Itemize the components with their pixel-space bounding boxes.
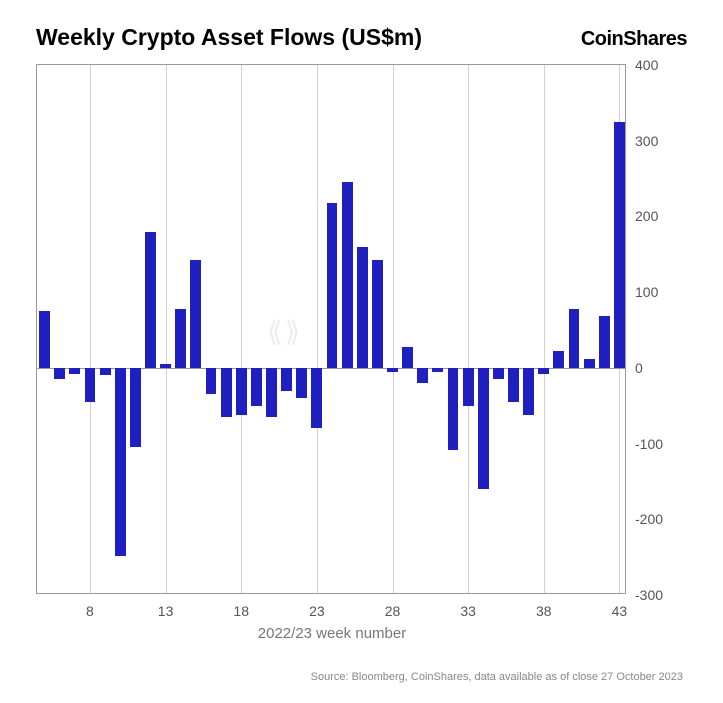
bar <box>311 368 322 429</box>
bar <box>357 247 368 368</box>
bar <box>115 368 126 556</box>
x-tick-label: 28 <box>385 603 401 619</box>
bar <box>342 182 353 368</box>
bar <box>327 203 338 368</box>
y-tick-label: 0 <box>635 360 643 376</box>
gridline-vertical <box>468 65 469 593</box>
x-tick-label: 43 <box>612 603 628 619</box>
bar <box>508 368 519 402</box>
bar <box>69 368 80 374</box>
gridline-vertical <box>317 65 318 593</box>
plot-area: ⟪⟫ 813182328333843-300-200-1000100200300… <box>36 64 626 594</box>
bar <box>387 368 398 372</box>
bar <box>130 368 141 448</box>
chart-area: ⟪⟫ 813182328333843-300-200-1000100200300… <box>36 64 664 614</box>
bar <box>39 311 50 368</box>
bar <box>417 368 428 383</box>
bar <box>100 368 111 376</box>
bar <box>402 347 413 368</box>
bar <box>266 368 277 417</box>
gridline-vertical <box>393 65 394 593</box>
bar <box>448 368 459 450</box>
bar <box>599 316 610 367</box>
x-axis-title: 2022/23 week number <box>258 625 406 642</box>
bar <box>614 122 625 368</box>
y-tick-label: -100 <box>635 436 663 452</box>
x-tick-label: 8 <box>86 603 94 619</box>
bar <box>251 368 262 406</box>
x-tick-label: 18 <box>233 603 249 619</box>
watermark: ⟪⟫ <box>267 315 302 348</box>
bar <box>432 368 443 372</box>
bar <box>175 309 186 368</box>
bar <box>569 309 580 368</box>
gridline-vertical <box>166 65 167 593</box>
bar <box>553 351 564 368</box>
bar <box>85 368 96 402</box>
bar <box>221 368 232 417</box>
bar <box>493 368 504 379</box>
x-tick-label: 23 <box>309 603 325 619</box>
source-attribution: Source: Bloomberg, CoinShares, data avai… <box>311 671 683 683</box>
bar <box>296 368 307 398</box>
bar <box>463 368 474 406</box>
bar <box>236 368 247 415</box>
bar <box>54 368 65 379</box>
bar <box>584 359 595 368</box>
brand-logo-text: CoinShares <box>581 28 687 51</box>
bar <box>145 232 156 368</box>
bar <box>538 368 549 374</box>
y-tick-label: 300 <box>635 133 658 149</box>
bar <box>281 368 292 391</box>
bar <box>160 364 171 368</box>
x-tick-label: 33 <box>460 603 476 619</box>
bar <box>190 260 201 368</box>
y-tick-label: 200 <box>635 208 658 224</box>
gridline-vertical <box>90 65 91 593</box>
y-tick-label: 100 <box>635 284 658 300</box>
chart-title: Weekly Crypto Asset Flows (US$m) <box>36 24 422 51</box>
gridline-vertical <box>544 65 545 593</box>
y-tick-label: -300 <box>635 587 663 603</box>
x-tick-label: 38 <box>536 603 552 619</box>
bar <box>206 368 217 395</box>
y-tick-label: -200 <box>635 511 663 527</box>
x-tick-label: 13 <box>158 603 174 619</box>
y-tick-label: 400 <box>635 57 658 73</box>
bar <box>478 368 489 489</box>
bar <box>372 260 383 368</box>
gridline-vertical <box>241 65 242 593</box>
bar <box>523 368 534 415</box>
chart-header: Weekly Crypto Asset Flows (US$m) CoinSha… <box>36 24 687 51</box>
